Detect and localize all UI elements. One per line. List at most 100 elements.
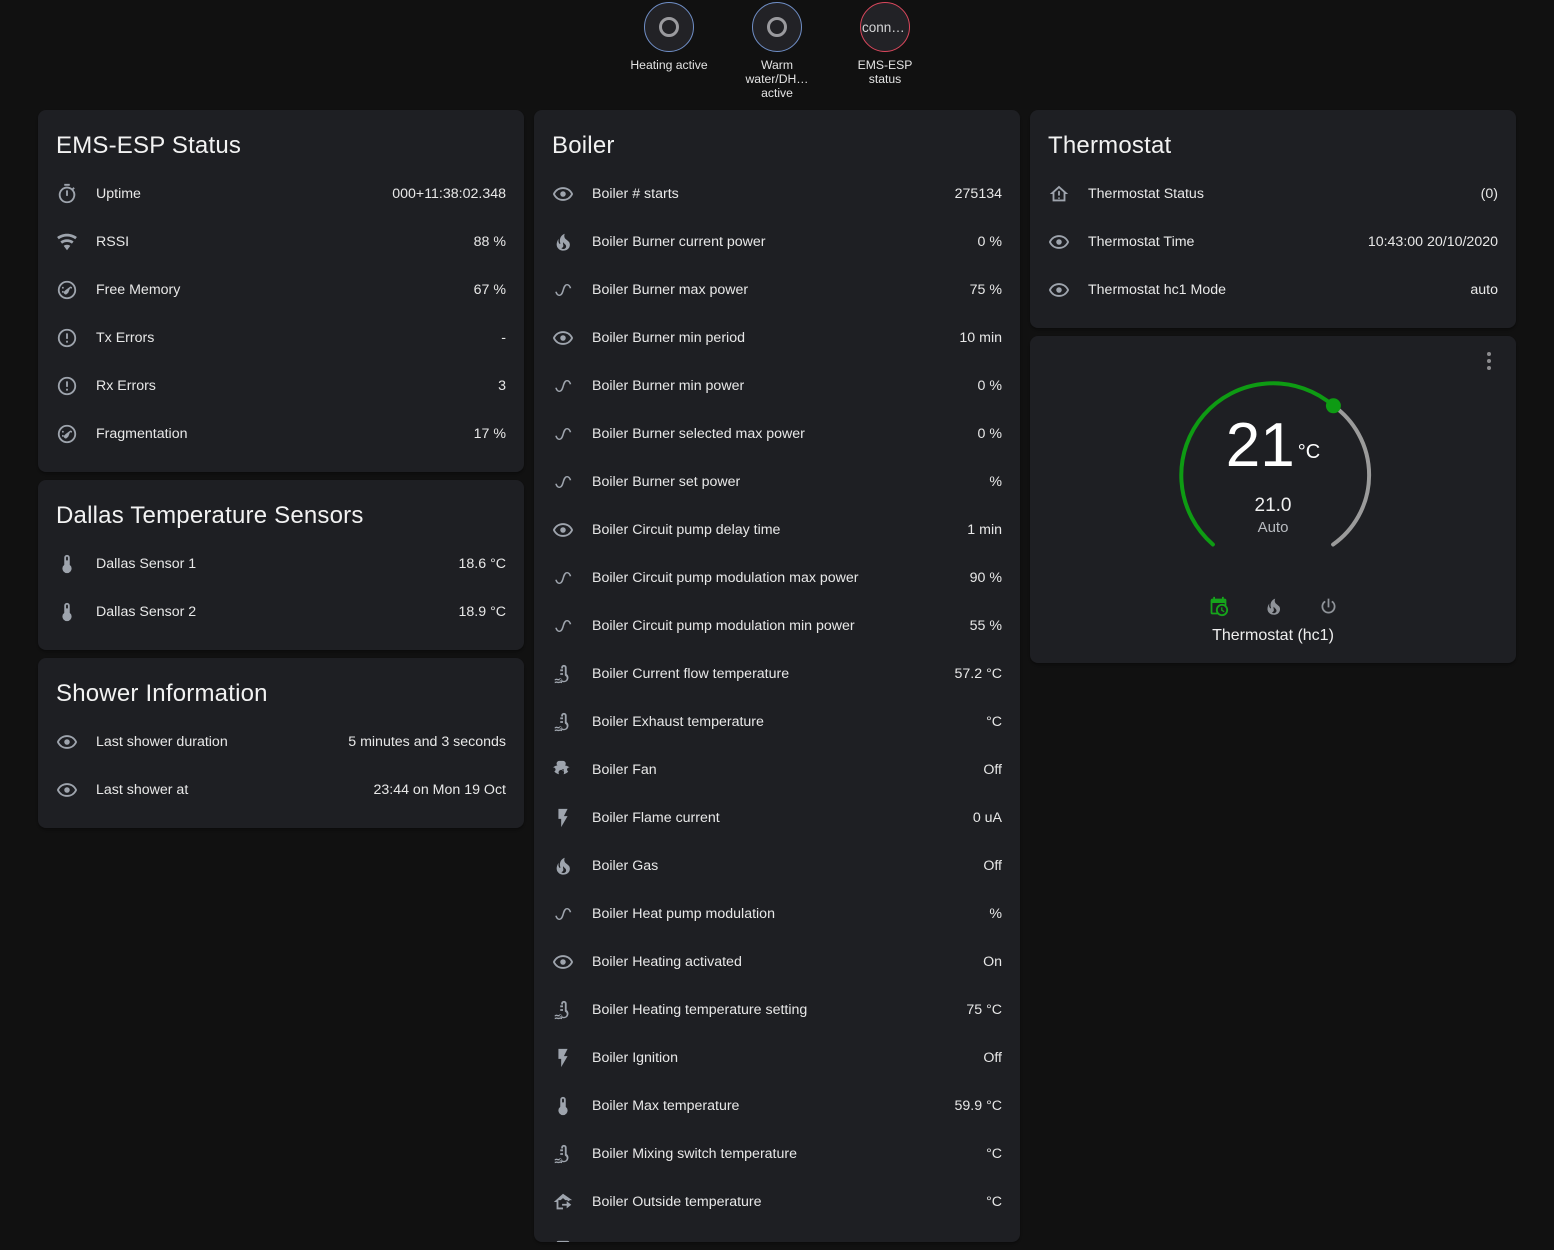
table-row[interactable]: Boiler Burner selected max power 0 % (552, 410, 1002, 458)
table-row[interactable]: Dallas Sensor 1 18.6 °C (56, 540, 506, 588)
table-row[interactable]: Thermostat Time 10:43:00 20/10/2020 (1048, 218, 1498, 266)
entity-value: °C (986, 1194, 1002, 1210)
table-row[interactable]: Boiler Burner set power% (552, 458, 1002, 506)
flash-icon (552, 807, 592, 829)
table-row[interactable]: RSSI 88 % (56, 218, 506, 266)
coolant-temperature-icon (552, 999, 592, 1021)
eye-icon (56, 731, 96, 753)
table-row[interactable]: Boiler Outside temperature °C (552, 1178, 1002, 1226)
entity-name: Boiler Mixing switch temperature (592, 1146, 798, 1162)
entity-name: Tx Errors (96, 330, 155, 346)
table-row[interactable]: Boiler PumpOff (552, 1226, 1002, 1242)
entity-name: Boiler Gas (592, 858, 659, 874)
dial-handle[interactable] (1325, 398, 1341, 414)
dial-entity-name: Thermostat (hc1) (1212, 627, 1334, 644)
table-row[interactable]: Thermostat hc1 Mode auto (1048, 266, 1498, 314)
table-row[interactable]: Last shower at 23:44 on Mon 19 Oct (56, 766, 506, 814)
table-row[interactable]: Boiler Burner current power 0 % (552, 218, 1002, 266)
table-row[interactable]: Last shower duration 5 minutes and 3 sec… (56, 718, 506, 766)
card-title: Dallas Temperature Sensors (56, 502, 364, 529)
table-row[interactable]: Thermostat Status (0) (1048, 170, 1498, 218)
badge-ems-esp-status[interactable]: conne… EMS-ESP status (839, 2, 931, 86)
table-row[interactable]: Boiler Mixing switch temperature °C (552, 1130, 1002, 1178)
table-row[interactable]: Boiler Exhaust temperature °C (552, 698, 1002, 746)
power-icon[interactable] (1318, 596, 1339, 617)
entity-name: Dallas Sensor 2 (96, 604, 197, 620)
table-row[interactable]: Boiler Circuit pump delay time 1 min (552, 506, 1002, 554)
badge-circle: conne… (860, 2, 910, 52)
fire-icon[interactable] (1263, 596, 1284, 617)
table-row[interactable]: Boiler Heat pump modulation% (552, 890, 1002, 938)
entity-value: 55 % (969, 618, 1002, 634)
entity-value: 275134 (954, 186, 1002, 202)
table-row[interactable]: Rx Errors 3 (56, 362, 506, 410)
flash-icon (552, 1047, 592, 1069)
table-row[interactable]: Fragmentation 17 % (56, 410, 506, 458)
entity-name: Thermostat hc1 Mode (1088, 282, 1226, 298)
eye-icon (552, 183, 592, 205)
entity-value: 10 min (959, 330, 1002, 346)
card-thermostat-dial: 21 °C 21.0 Auto Thermostat (hc1) (1030, 336, 1516, 663)
calendar-clock-icon[interactable] (1208, 596, 1229, 617)
entity-name: Boiler Burner set power (592, 474, 741, 490)
sine-wave-icon (552, 615, 592, 637)
table-row[interactable]: Boiler Heating activated On (552, 938, 1002, 986)
table-row[interactable]: Dallas Sensor 2 18.9 °C (56, 588, 506, 636)
table-row[interactable]: Boiler Burner max power 75 % (552, 266, 1002, 314)
eye-icon (1048, 231, 1088, 253)
column-right: Thermostat Thermostat Status (0) Thermos… (1030, 110, 1516, 663)
table-row[interactable]: Boiler Burner min power 0 % (552, 362, 1002, 410)
dial-action-row (1048, 596, 1498, 617)
table-row[interactable]: Boiler Circuit pump modulation min power… (552, 602, 1002, 650)
thermometer-icon (56, 601, 96, 623)
entity-name: Boiler Flame current (592, 810, 720, 826)
card-dallas-temperature-sensors: Dallas Temperature Sensors Dallas Sensor… (38, 480, 524, 650)
table-row[interactable]: Boiler Gas Off (552, 842, 1002, 890)
entity-name: Boiler # starts (592, 186, 679, 202)
badge-warm-water-active[interactable]: Warm water/DH… active (731, 2, 823, 100)
badge-circle (644, 2, 694, 52)
timer-icon (56, 183, 96, 205)
table-row[interactable]: Uptime 000+11:38:02.348 (56, 170, 506, 218)
table-row[interactable]: Boiler # starts 275134 (552, 170, 1002, 218)
eye-icon (56, 779, 96, 801)
entity-value: 75 % (969, 282, 1002, 298)
table-row[interactable]: Boiler Heating temperature setting 75 °C (552, 986, 1002, 1034)
entity-value: 17 % (473, 426, 506, 442)
entity-name: Boiler Burner min period (592, 330, 745, 346)
table-row[interactable]: Boiler Ignition Off (552, 1034, 1002, 1082)
entity-name: Boiler Burner min power (592, 378, 745, 394)
sine-wave-icon (552, 471, 592, 493)
entity-value: auto (1470, 282, 1498, 298)
entity-value: 18.6 °C (458, 556, 506, 572)
table-row[interactable]: Boiler Circuit pump modulation max power… (552, 554, 1002, 602)
coolant-temperature-icon (552, 1143, 592, 1165)
thermostat-dial[interactable]: 21 °C 21.0 Auto (1158, 360, 1388, 590)
home-thermometer-icon (1048, 183, 1088, 205)
table-row[interactable]: Boiler Fan Off (552, 746, 1002, 794)
entity-value: °C (986, 714, 1002, 730)
table-row[interactable]: Free Memory 67 % (56, 266, 506, 314)
entity-name: Boiler Max temperature (592, 1098, 740, 1114)
card-shower-information: Shower Information Last shower duration … (38, 658, 524, 828)
eye-icon (552, 951, 592, 973)
card-columns: EMS-ESP Status Uptime 000+11:38:02.348 R… (0, 110, 1554, 1242)
badge-label: Heating active (630, 58, 708, 72)
entity-name: Boiler Heat pump modulation (592, 906, 775, 922)
card-title: EMS-ESP Status (56, 132, 242, 159)
table-row[interactable]: Boiler Current flow temperature 57.2 °C (552, 650, 1002, 698)
table-row[interactable]: Boiler Flame current 0 uA (552, 794, 1002, 842)
entity-value: 1 min (967, 522, 1002, 538)
more-vertical-icon[interactable] (1476, 348, 1502, 374)
table-row[interactable]: Boiler Max temperature 59.9 °C (552, 1082, 1002, 1130)
table-row[interactable]: Tx Errors - (56, 314, 506, 362)
entity-name: Boiler Heating activated (592, 954, 742, 970)
coolant-temperature-icon (552, 711, 592, 733)
table-row[interactable]: Boiler Burner min period 10 min (552, 314, 1002, 362)
entity-value: 0 % (977, 378, 1002, 394)
entity-value: On (983, 954, 1002, 970)
entity-name: Boiler Outside temperature (592, 1194, 762, 1210)
dial-arcs (1179, 381, 1372, 547)
badge-heating-active[interactable]: Heating active (623, 2, 715, 72)
